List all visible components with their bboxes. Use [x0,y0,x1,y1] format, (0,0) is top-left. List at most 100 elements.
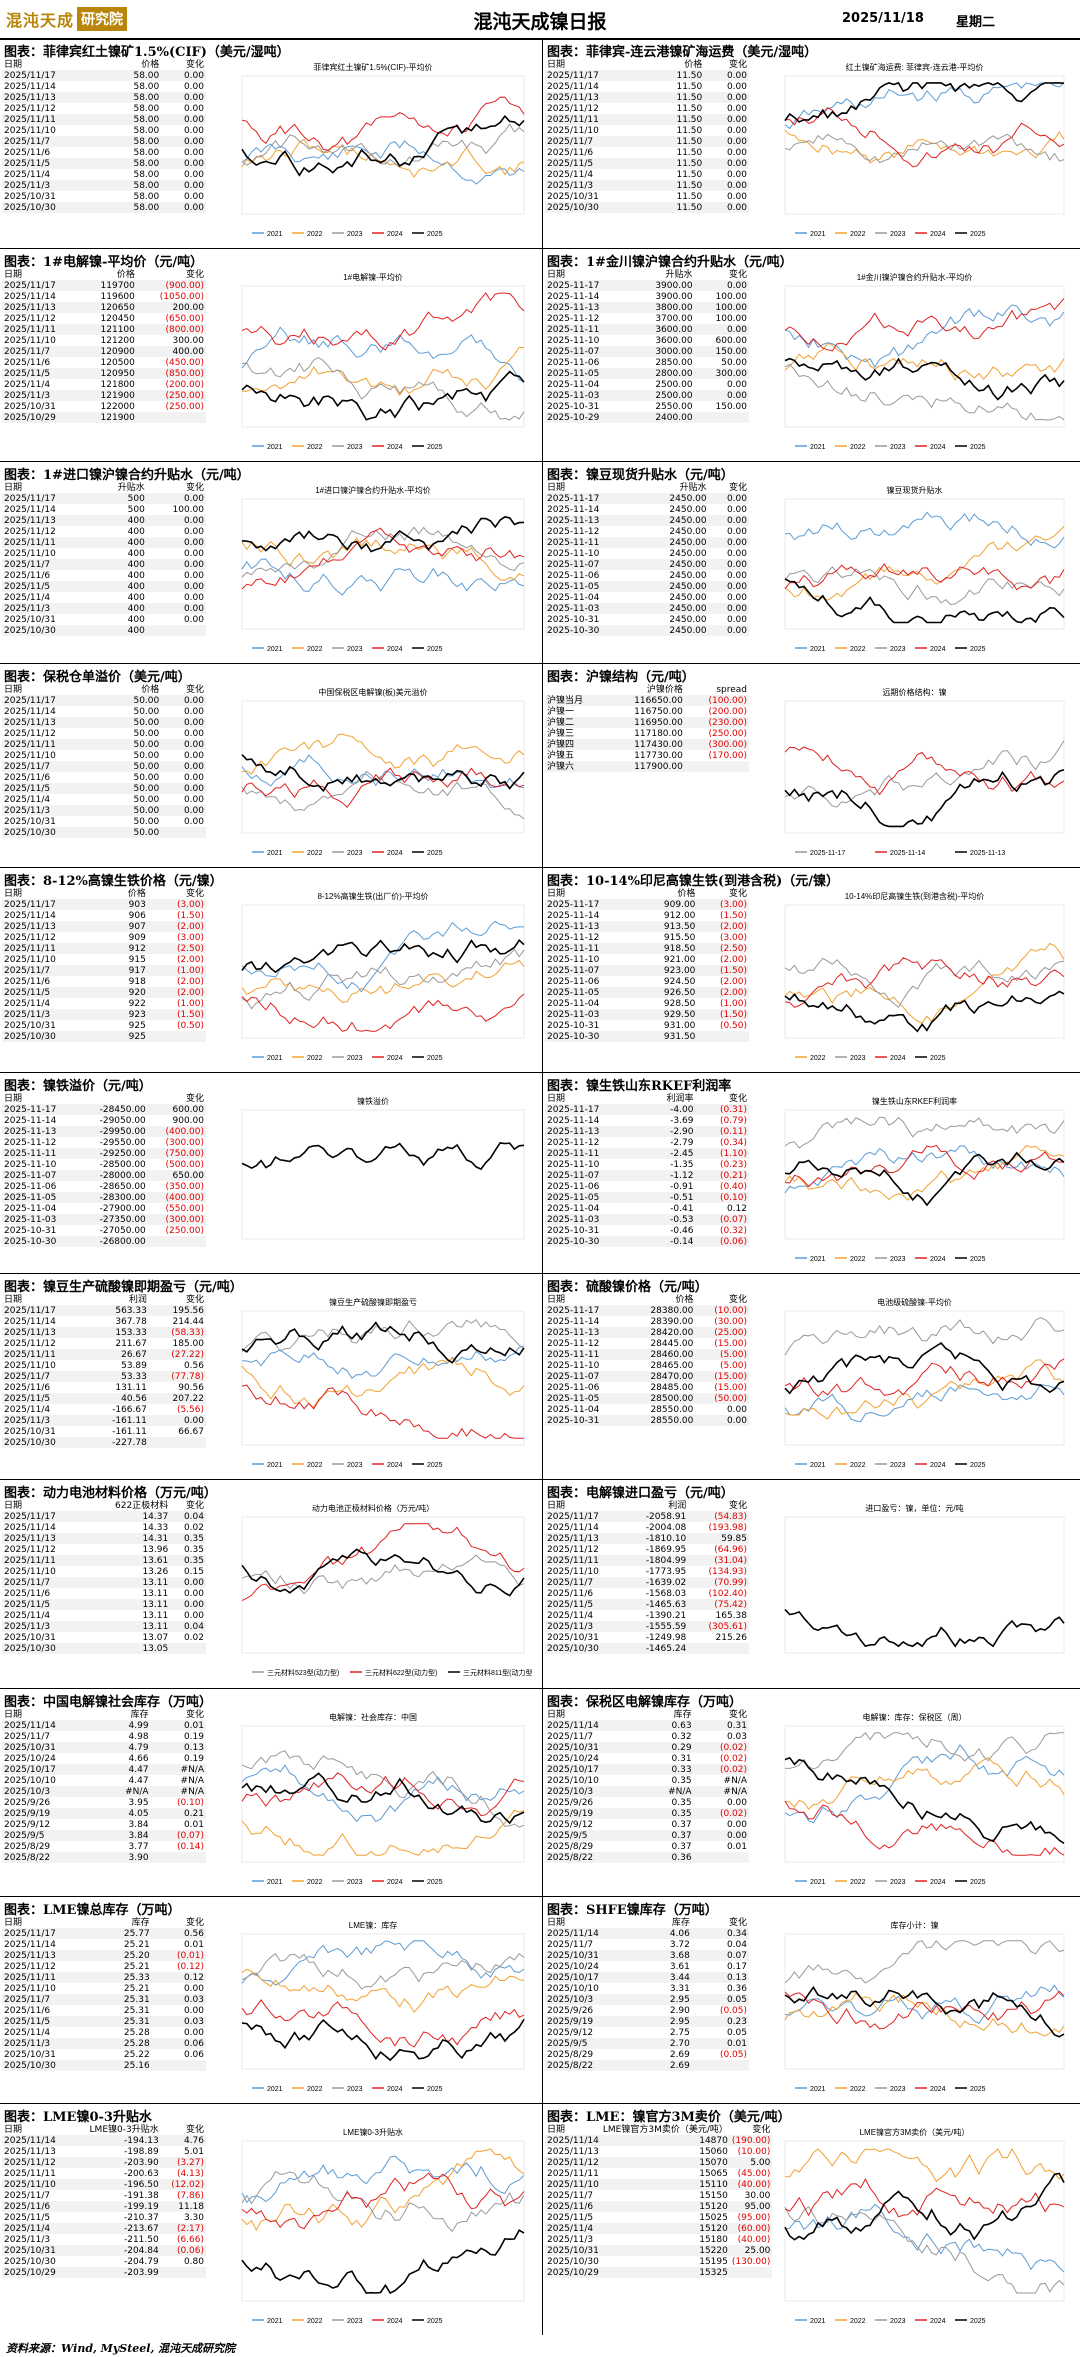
table-row: 2025/11/10 400 0.00 [2,548,206,559]
legend-label: 2023 [890,444,906,451]
table-row: 2025/11/5 13.11 0.00 [2,1599,206,1610]
table-cell: 2025-11-14 [547,504,600,515]
table-cell: 3.44 [647,1972,692,1983]
table-cell: 2025/11/4 [2,2223,71,2234]
table-cell: -227.78 [88,1437,149,1448]
table-cell: 2025/11/11 [545,114,649,125]
table-cell: -161.11 [112,1426,147,1437]
table-row: 2025-11-10 3600.00 600.00 [545,335,749,346]
table-cell: 4.76 [160,2135,206,2146]
table-cell: 4.66 [128,1753,149,1764]
table-header: 日期 [547,1917,566,1928]
table-cell: 913.50 [638,921,698,932]
table-cell: 2025/11/14 [4,81,56,92]
table-row: 2025/10/31 13.07 0.02 [2,1632,206,1643]
table-cell: 2025-11-05 [545,581,640,592]
table-cell: 0.00 [726,592,747,603]
table-cell: 2025-11-10 [547,1159,600,1170]
table-row: 2025/11/14 14.33 0.02 [2,1522,206,1533]
table-cell: 2025/10/29 [2,2267,71,2278]
table-cell: 2025-10-31 [547,614,600,625]
table-cell: (400.00) [147,1192,206,1203]
table-cell: 2025/10/30 [2,1031,107,1042]
table-cell: 2025/11/14 [4,1522,56,1533]
legend-label: 2025 [970,2318,986,2325]
table-row: 2025/11/4 13.11 0.00 [2,1610,206,1621]
table-cell: 4.47 [128,1775,149,1786]
table-row: 2025/10/31 0.29 (0.02) [545,1742,749,1753]
table-row: 2025/11/12 50.00 0.00 [2,728,206,739]
table-row: 2025/8/29 0.37 0.01 [545,1841,749,1852]
table-cell: 906 [128,910,146,921]
table-row: 2025/9/19 4.05 0.21 [2,1808,206,1819]
table-cell: 2450.00 [669,548,707,559]
table-row: 2025/11/7 3.72 0.04 [545,1939,749,1950]
table-row: 2025/11/13 25.20 (0.01) [2,1950,206,1961]
table-cell: 2025/9/19 [2,1808,102,1819]
table-cell: 912.00 [663,910,696,921]
table-cell: 2025/11/13 [2,1533,86,1544]
table-row: 2025-10-31 2550.00 150.00 [545,401,749,412]
table-cell: 300.00 [172,335,205,346]
table-cell: 150.00 [694,346,749,357]
table-row: 2025/11/13 -1810.10 59.85 [545,1533,749,1544]
table-cell: (300.00) [147,1214,206,1225]
table-cell: 400 [95,625,147,636]
table-row: 沪镍一 116750.00 (200.00) [545,706,749,717]
table-cell: 600.00 [715,335,748,346]
chart-panel: 图表：LME镍0-3升贴水 日期 LME镍0-3升贴水 变化 2025/11/14 -19… [0,2105,540,2335]
table-cell: 2025/10/31 [4,2049,56,2060]
table-cell: 2025/10/30 [547,2256,599,2267]
table-cell: 2025/11/14 [545,2135,601,2146]
table-cell: -2.90 [642,1126,696,1137]
table-row: 2025/11/12 15070 5.00 [545,2157,773,2168]
table-row: 2025/11/6 -199.19 11.18 [2,2201,206,2212]
table-row: 2025/11/10 53.89 0.56 [2,1360,206,1371]
table-cell: 0.00 [726,191,747,202]
series-line [784,1990,1065,2030]
table-cell: (30.00) [714,1316,747,1327]
plot-area [784,1725,1065,1863]
plot-area [784,700,1065,834]
table-header: 622正极材料 [115,1500,169,1511]
table-cell: 2025/9/19 [545,2016,648,2027]
table-cell: 2025/11/11 [2,114,106,125]
legend-label: 2021 [267,1055,283,1062]
table-cell: 0.04 [726,1939,747,1950]
table-cell: (134.93) [708,1566,747,1577]
table-cell [688,1643,749,1654]
table-row: 2025/10/30 925 [2,1031,206,1042]
legend-label: 2024 [387,444,403,451]
table-cell: 2025/11/12 [547,103,599,114]
report-title: 混沌天成镍日报 [473,11,607,33]
table-cell: 2025/11/14 [547,81,599,92]
table-row: 2025/8/22 2.69 [545,2060,749,2071]
table-cell: 50.00 [105,783,162,794]
table-cell: 2025-10-31 [547,401,600,412]
legend-label: 2022 [307,2318,323,2325]
table-cell: 2025/11/5 [4,2212,51,2223]
table-cell [147,1236,206,1247]
table-cell: #N/A [644,1786,694,1797]
table-cell: 25.21 [123,1983,150,1994]
table-cell: 915 [128,954,146,965]
table-cell: (1.10) [695,1148,749,1159]
table-cell: 4.06 [647,1928,692,1939]
table-row: 2025-11-10 2450.00 0.00 [545,548,749,559]
report-date: 2025/11/18 [842,11,924,26]
table-cell: 2025/10/31 [4,401,56,412]
table-cell: 2025-11-07 [545,965,639,976]
table-cell: 3000.00 [631,346,695,357]
table-cell: (3.00) [147,899,206,910]
legend-label: 2023 [347,231,363,238]
table-row: 沪镍三 117180.00 (250.00) [545,728,749,739]
series-line [784,1151,1065,1207]
table-row: 2025-10-31 -0.46 (0.32) [545,1225,749,1236]
table-cell: (64.96) [714,1544,747,1555]
plot-area [241,904,525,1039]
legend-label: 2024 [387,2318,403,2325]
series-line [241,2155,525,2204]
table-row: 2025-11-11 -2.45 (1.10) [545,1148,749,1159]
table-cell: 2025/11/17 [2,1928,100,1939]
table-cell: 2025/10/29 [545,2267,601,2278]
